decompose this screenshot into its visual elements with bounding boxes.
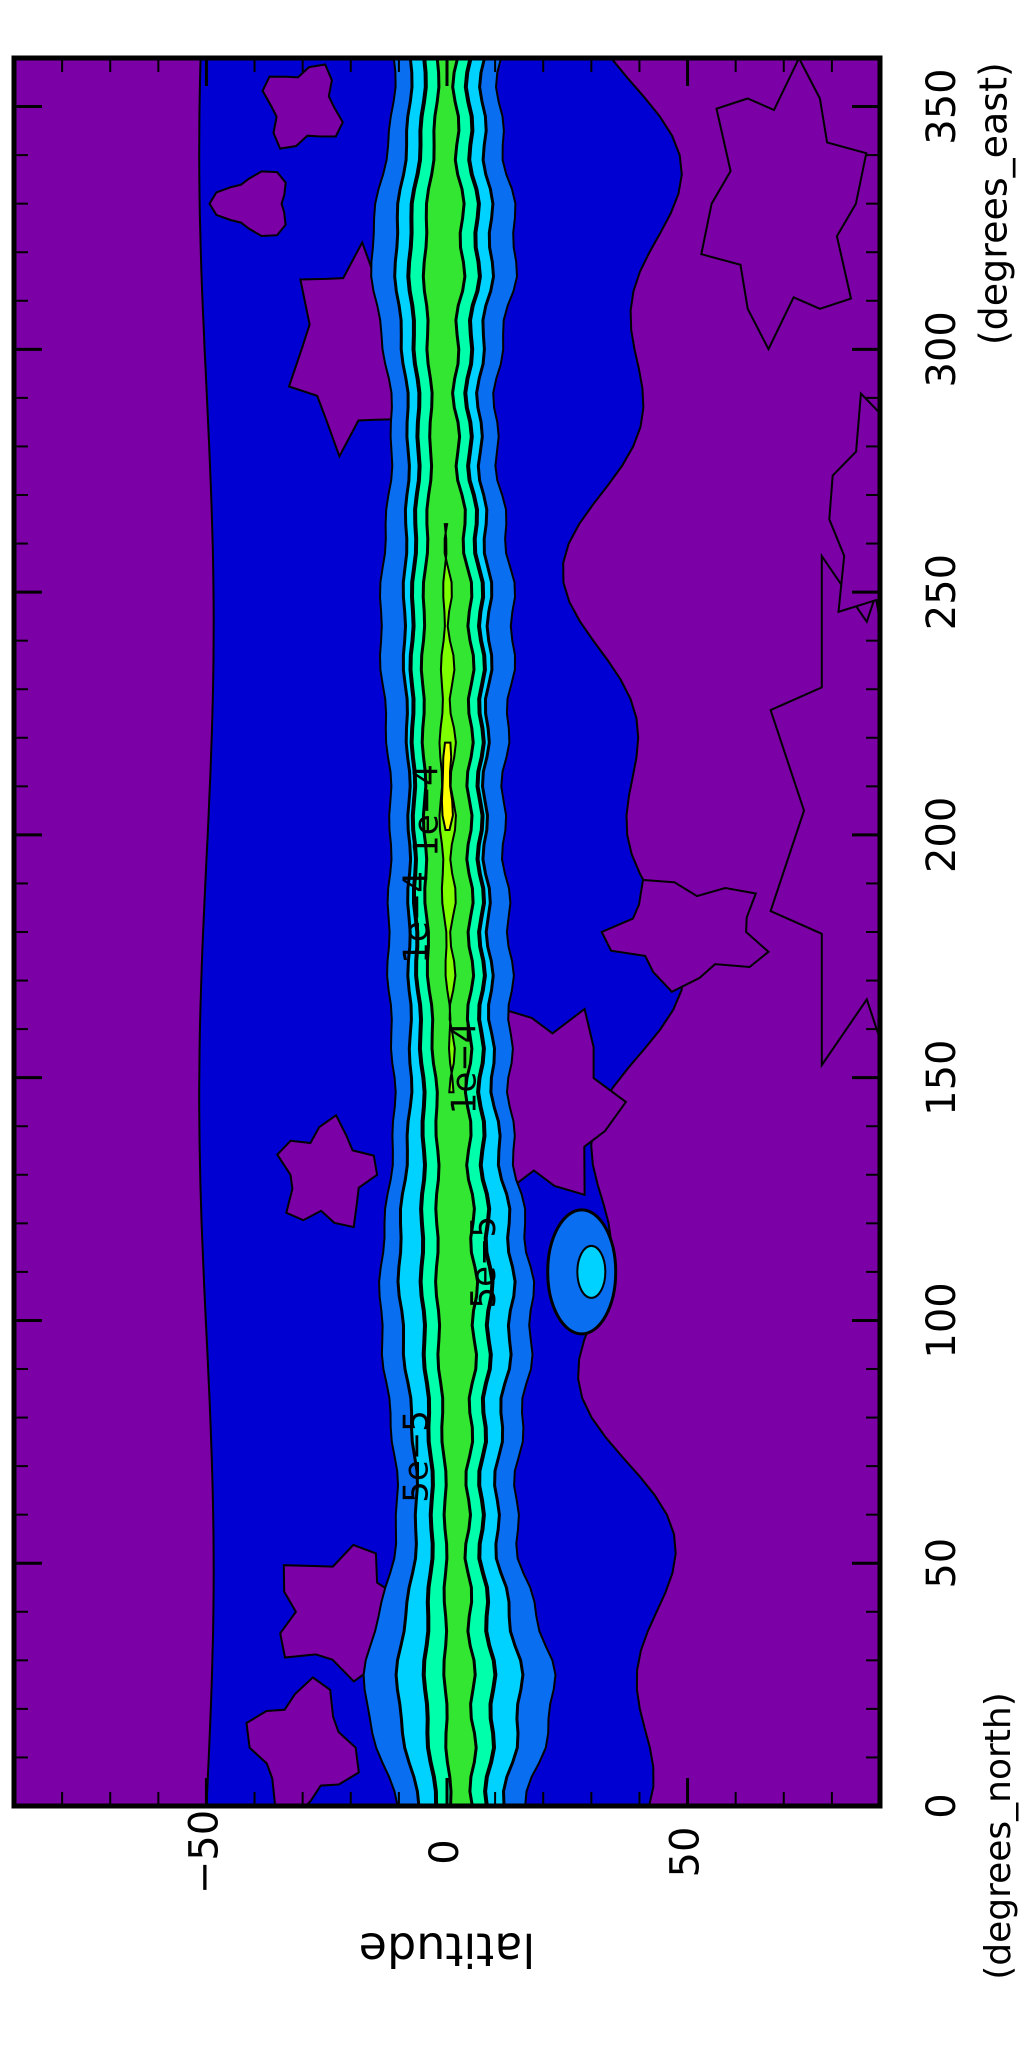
- purple-island-1: [769, 552, 880, 1069]
- contour-label-3: 1e−4: [397, 871, 437, 964]
- contour-label-0: 5e−5: [464, 1216, 504, 1309]
- purple-island-0: [700, 58, 868, 352]
- purple-island-7: [276, 1113, 379, 1229]
- contour-label-4: 1e−4: [406, 764, 446, 857]
- lon-tick-label-50: 50: [919, 1538, 965, 1589]
- lon-tick-label-350: 350: [919, 68, 965, 144]
- purple-island-11: [208, 170, 287, 238]
- lat-tick-label-m50: −50: [181, 1810, 227, 1894]
- lon-tick-label-300: 300: [919, 311, 965, 387]
- contour-label-1: 1e−4: [445, 1022, 485, 1115]
- lat-tick-label-0: 0: [422, 1839, 468, 1864]
- ticks: [14, 58, 880, 1808]
- lat-tick-label-50: 50: [663, 1827, 709, 1878]
- contour-level-7-0: [440, 741, 454, 831]
- patch-asia-level-3: [576, 1244, 607, 1299]
- lon-tick-label-100: 100: [919, 1282, 965, 1358]
- lon-tick-label-0: 0: [919, 1793, 965, 1818]
- x-axis-title: (degrees_east): [972, 62, 1016, 345]
- contour-label-2: 5e−5: [397, 1410, 437, 1503]
- lon-tick-label-250: 250: [919, 554, 965, 630]
- purple-island-3: [828, 391, 880, 627]
- labels: 0 50 100 150 200 250 300 350 −50 0 50 latitude (degr…: [181, 62, 1019, 1980]
- y-axis-title: latitude: [359, 1923, 535, 1977]
- purple-island-10: [261, 63, 344, 150]
- lon-tick-label-200: 200: [919, 797, 965, 873]
- purple-island-4: [600, 878, 771, 994]
- purple-island-9: [245, 1676, 360, 1806]
- y-axis-unit: (degrees_north): [978, 1692, 1019, 1980]
- lon-tick-label-150: 150: [919, 1039, 965, 1115]
- plot-area: [14, 58, 880, 1806]
